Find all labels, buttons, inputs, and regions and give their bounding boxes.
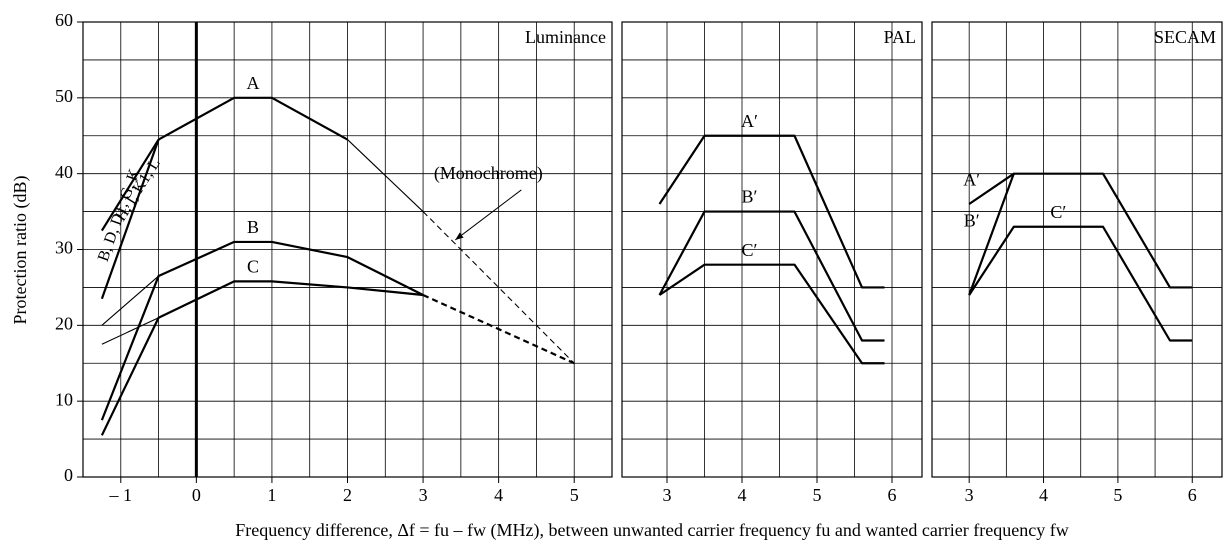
x-tick-label: 5 xyxy=(570,485,579,505)
x-tick-label: 4 xyxy=(738,485,747,505)
series-line xyxy=(422,293,575,365)
x-tick-label: 2 xyxy=(343,485,352,505)
x-tick-label: 0 xyxy=(192,485,201,505)
x-tick-label: 5 xyxy=(1113,485,1122,505)
series-label: B xyxy=(247,217,259,237)
series-label: C xyxy=(247,256,259,276)
panel-title: SECAM xyxy=(1154,27,1216,47)
y-tick-label: 60 xyxy=(55,10,73,30)
series-label: A xyxy=(247,73,260,93)
series-line xyxy=(100,240,424,421)
series-label: A′ xyxy=(963,169,980,189)
panel-title: Luminance xyxy=(525,27,606,47)
series-line xyxy=(968,173,1015,296)
y-tick-label: 30 xyxy=(55,238,73,258)
callout-arrow xyxy=(454,189,522,241)
series-line xyxy=(658,134,885,289)
y-tick-label: 0 xyxy=(64,465,73,485)
y-tick-label: 20 xyxy=(55,313,73,333)
x-tick-label: 3 xyxy=(663,485,672,505)
panel-frame xyxy=(931,21,1223,478)
series-line xyxy=(968,225,1193,342)
series-line xyxy=(658,263,885,365)
y-tick-label: 50 xyxy=(55,86,73,106)
series-line xyxy=(347,139,424,212)
x-axis-label: Frequency difference, Δf = fu – fw (MHz)… xyxy=(235,520,1069,541)
series-line xyxy=(100,280,424,436)
series-line xyxy=(422,211,575,364)
y-tick-label: 40 xyxy=(55,162,73,182)
x-tick-label: – 1 xyxy=(109,485,133,505)
x-tick-label: 6 xyxy=(888,485,897,505)
x-tick-label: 3 xyxy=(419,485,428,505)
series-line xyxy=(968,172,1193,289)
series-line xyxy=(100,139,160,300)
x-tick-label: 5 xyxy=(813,485,822,505)
y-tick-label: 10 xyxy=(55,389,73,409)
series-label: A′ xyxy=(741,111,758,131)
series-label: (Monochrome) xyxy=(434,163,543,184)
series-line xyxy=(658,210,885,342)
series-label: B′ xyxy=(742,187,758,207)
x-tick-label: 4 xyxy=(494,485,503,505)
series-line xyxy=(101,317,159,345)
series-line xyxy=(101,275,159,326)
x-tick-label: 3 xyxy=(965,485,974,505)
panel-title: PAL xyxy=(884,27,916,47)
x-tick-label: 6 xyxy=(1188,485,1197,505)
series-label: B′ xyxy=(964,210,980,230)
panel-frame xyxy=(621,21,923,478)
x-tick-label: 4 xyxy=(1039,485,1048,505)
series-line xyxy=(100,138,160,232)
series-label: C′ xyxy=(1050,202,1066,222)
series-line xyxy=(158,96,349,141)
x-tick-label: 1 xyxy=(267,485,276,505)
y-axis-label: Protection ratio (dB) xyxy=(10,176,31,325)
series-label: C′ xyxy=(742,240,758,260)
